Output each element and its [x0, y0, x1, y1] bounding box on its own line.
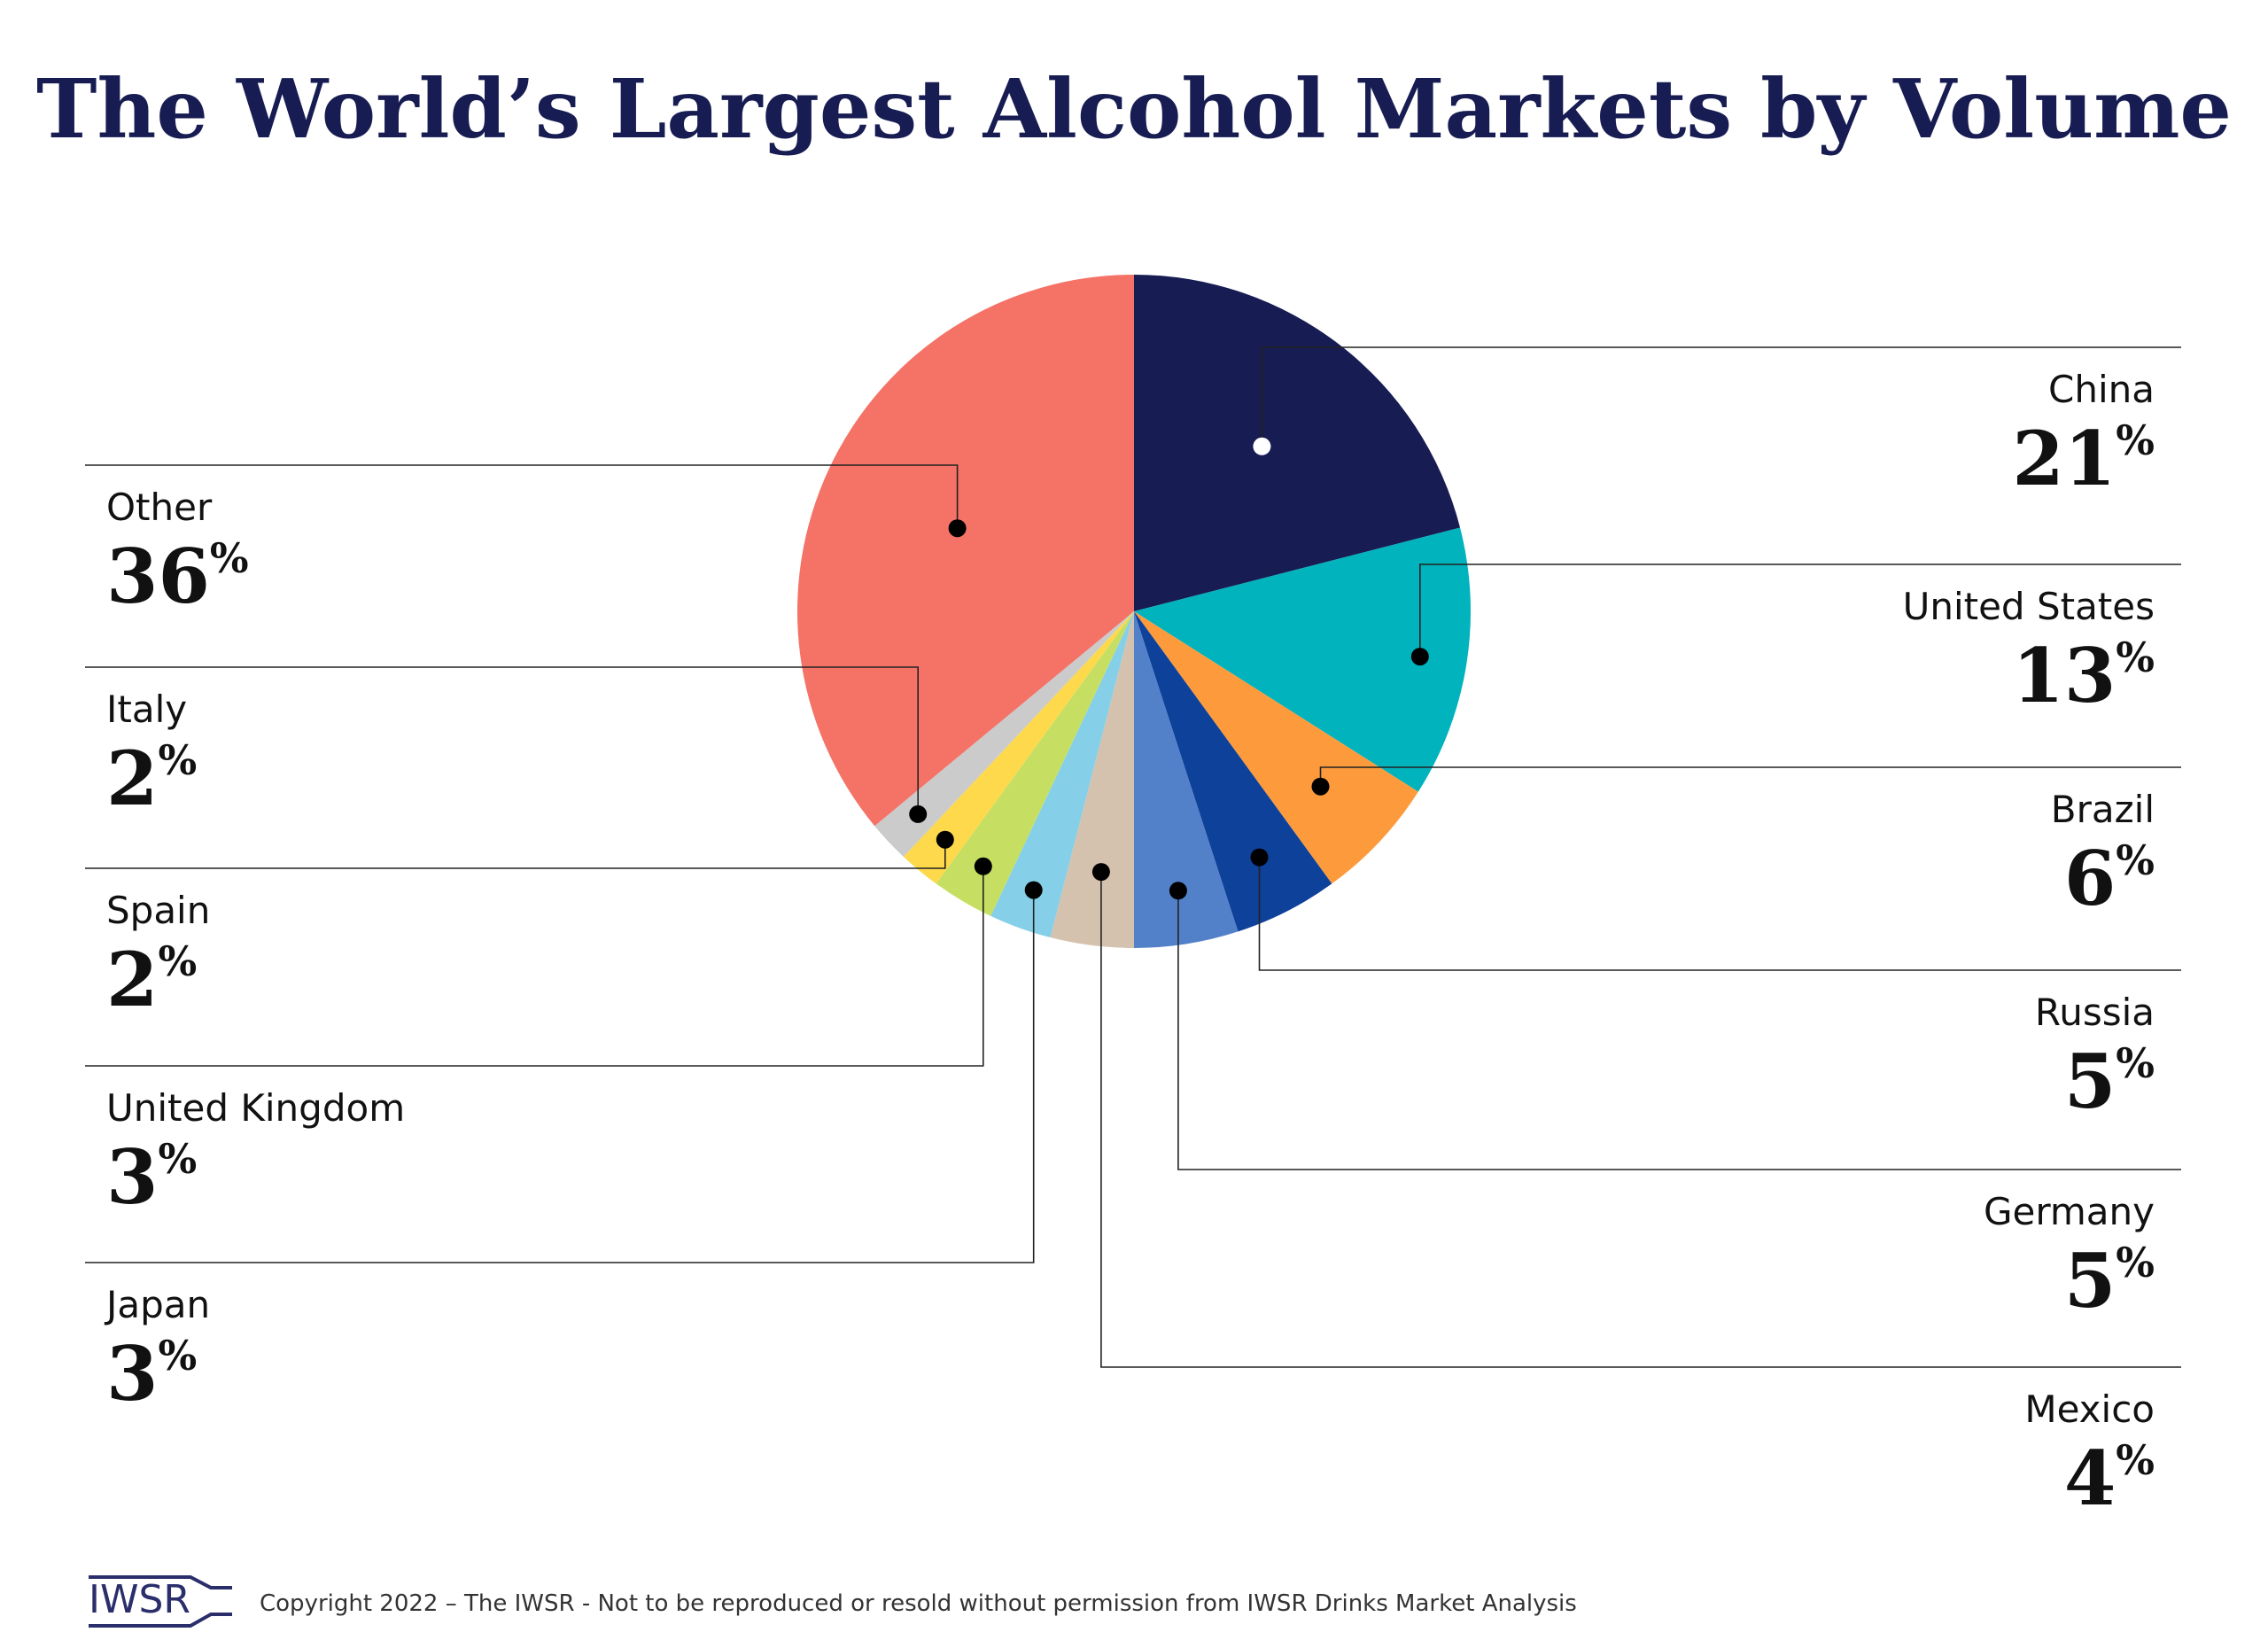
- slice-marker-mexico: [1091, 863, 1110, 882]
- pie-slice-united-states: [1134, 527, 1471, 792]
- label-china: China: [2048, 368, 2155, 411]
- leader-line-germany: [1177, 890, 2181, 1170]
- label-italy: Italy: [106, 688, 187, 731]
- label-brazil: Brazil: [2051, 788, 2155, 831]
- value-brazil: 6%: [2064, 835, 2155, 922]
- label-united-states: United States: [1903, 585, 2155, 628]
- label-united-kingdom: United Kingdom: [106, 1086, 405, 1130]
- pie-slice-russia: [1134, 611, 1332, 932]
- slice-marker-united-states: [1410, 648, 1429, 666]
- slice-marker-russia: [1250, 848, 1269, 867]
- value-russia: 5%: [2064, 1038, 2155, 1125]
- slice-marker-china: [1253, 437, 1271, 455]
- slice-marker-united-kingdom: [974, 857, 992, 875]
- iwsr-logo: IWSR: [89, 1575, 232, 1628]
- slice-markers: [909, 437, 1429, 900]
- slice-marker-other: [948, 519, 967, 538]
- pie-slice-japan: [990, 611, 1134, 938]
- slice-marker-spain: [936, 830, 954, 849]
- iwsr-logo-text: IWSR: [89, 1577, 190, 1622]
- slice-marker-germany: [1169, 882, 1187, 900]
- value-italy: 2%: [106, 735, 197, 822]
- value-other: 36%: [106, 532, 249, 620]
- pie-slice-brazil: [1134, 611, 1418, 884]
- slice-marker-italy: [909, 804, 928, 823]
- value-japan: 3%: [106, 1330, 197, 1418]
- copyright-text: Copyright 2022 – The IWSR - Not to be re…: [260, 1590, 1577, 1617]
- leader-line-united-states: [1419, 564, 2181, 657]
- value-united-kingdom: 3%: [106, 1133, 197, 1221]
- leader-line-china: [1261, 346, 2181, 447]
- value-germany: 5%: [2064, 1237, 2155, 1325]
- pie-slice-italy: [874, 611, 1134, 858]
- label-spain: Spain: [106, 889, 210, 932]
- label-mexico: Mexico: [2024, 1387, 2155, 1431]
- bottle-icon: [89, 1575, 232, 1628]
- leader-line-mexico: [1100, 872, 2181, 1368]
- pie-slice-spain: [903, 611, 1134, 884]
- leader-line-japan: [85, 890, 1035, 1263]
- leader-line-russia: [1258, 857, 2181, 971]
- label-other: Other: [106, 486, 213, 529]
- value-mexico: 4%: [2064, 1434, 2155, 1522]
- leader-line-united-kingdom: [85, 866, 984, 1067]
- pie-slices: [796, 275, 1471, 949]
- pie-slice-china: [1134, 275, 1461, 611]
- pie-slice-mexico: [1050, 611, 1134, 948]
- slice-marker-brazil: [1311, 777, 1330, 796]
- pie-slice-germany: [1134, 611, 1239, 949]
- label-germany: Germany: [1984, 1190, 2155, 1233]
- value-spain: 2%: [106, 936, 197, 1023]
- leader-line-brazil: [1319, 766, 2181, 787]
- value-united-states: 13%: [2012, 632, 2155, 719]
- slice-marker-japan: [1024, 881, 1043, 899]
- pie-slice-other: [796, 275, 1134, 827]
- chart-title: The World’s Largest Alcohol Markets by V…: [36, 61, 2232, 157]
- leader-line-italy: [85, 666, 919, 814]
- label-japan: Japan: [104, 1283, 210, 1326]
- pie-slice-united-kingdom: [936, 611, 1134, 916]
- value-china: 21%: [2012, 415, 2155, 502]
- leader-lines: [85, 346, 2181, 1368]
- leader-line-other: [85, 464, 959, 529]
- label-russia: Russia: [2035, 991, 2155, 1034]
- leader-line-spain: [85, 839, 946, 869]
